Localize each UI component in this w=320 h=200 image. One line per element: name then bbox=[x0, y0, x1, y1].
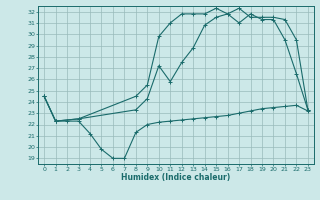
X-axis label: Humidex (Indice chaleur): Humidex (Indice chaleur) bbox=[121, 173, 231, 182]
